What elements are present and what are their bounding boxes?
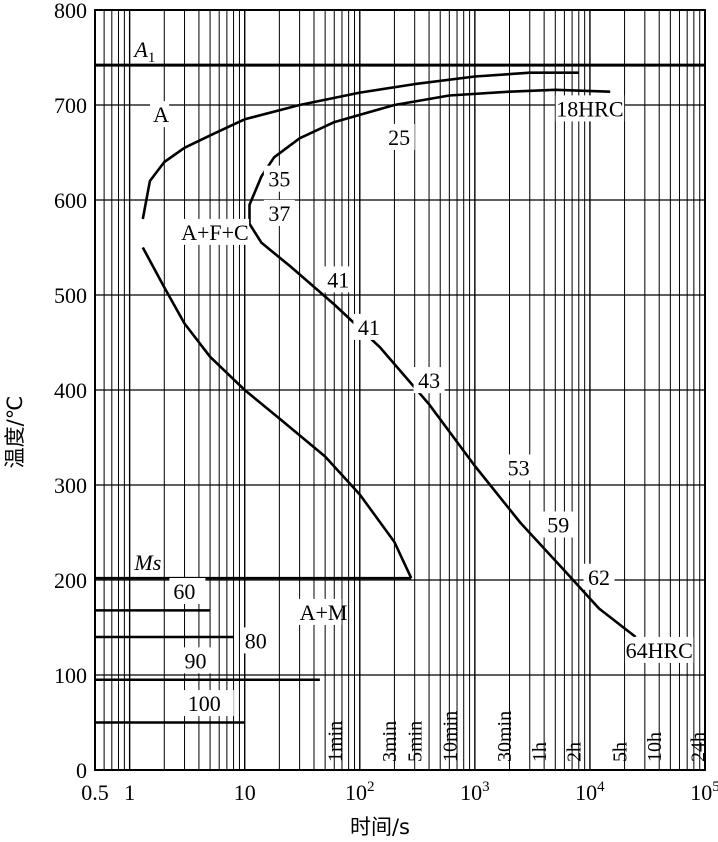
x-axis-title: 时间/s: [350, 815, 410, 839]
hardness-label-bg: [555, 95, 625, 122]
y-tick-label: 300: [54, 473, 87, 498]
hardness-label: 41: [327, 267, 349, 292]
a1-subscript: 1: [148, 50, 156, 66]
time-mark-label: 10h: [644, 732, 666, 762]
hardness-label-bg: [624, 636, 694, 663]
hardness-label-bg: [383, 123, 415, 150]
quench-label-bg: [180, 647, 217, 674]
time-mark-label: 10min: [439, 711, 461, 762]
hardness-label-bg: [542, 511, 574, 538]
time-mark-label: 24h: [688, 732, 710, 762]
y-tick-label: 0: [76, 758, 87, 783]
x-tick-exponent: 4: [597, 779, 605, 795]
y-tick-label: 700: [54, 93, 87, 118]
hardness-label: 43: [418, 368, 440, 393]
x-tick-label: 103: [460, 779, 490, 805]
hardness-label: 53: [508, 456, 530, 481]
hardness-label-bg: [353, 313, 385, 340]
quench-label: 100: [188, 691, 221, 716]
region-label-bg: [178, 218, 250, 245]
region-label: A: [153, 102, 169, 127]
quench-label: 90: [185, 648, 207, 673]
quench-label: 60: [173, 579, 195, 604]
y-tick-label: 200: [54, 568, 87, 593]
y-tick-label: 600: [54, 188, 87, 213]
hardness-label: 25: [388, 125, 410, 150]
hardness-label-bg: [322, 266, 354, 293]
hardness-label: 62: [588, 565, 610, 590]
y-axis-title: 温度/℃: [3, 396, 27, 469]
hardness-label-bg: [583, 563, 615, 590]
hardness-label: 37: [268, 201, 290, 226]
quench-label-bg: [240, 627, 277, 654]
x-tick-exponent: 2: [367, 779, 375, 795]
label-layer: 0 100 200 300 400 500 600 700 800 0.5 1 10 102 103 104…: [54, 0, 718, 805]
time-mark-label: 30min: [494, 711, 516, 762]
time-mark-label: 3min: [379, 721, 401, 762]
hardness-label-bg: [263, 199, 295, 226]
y-tick-label: 500: [54, 283, 87, 308]
x-tick-label: 10: [234, 780, 256, 805]
hardness-label: 41: [358, 315, 380, 340]
time-mark-label: 5min: [405, 721, 427, 762]
time-mark-label: 1min: [324, 721, 346, 762]
hardness-label: 59: [547, 513, 569, 538]
time-mark-label: 5h: [609, 742, 631, 762]
y-tick-label: 800: [54, 0, 87, 23]
region-label: A+M: [300, 600, 348, 625]
ms-label: Ms: [133, 550, 161, 575]
x-tick-label: 102: [345, 779, 375, 805]
quench-label-bg: [183, 690, 234, 717]
x-tick-label: 1: [124, 780, 135, 805]
hardness-label-bg: [503, 454, 535, 481]
a1-label: A1: [132, 37, 155, 66]
region-label: A+F+C: [181, 220, 249, 245]
series-layer: [95, 63, 705, 724]
time-mark-label: 2h: [564, 742, 586, 762]
grid-layer: [94, 9, 706, 771]
hardness-label-bg: [263, 165, 295, 192]
x-tick-label: 0.5: [81, 780, 109, 805]
y-tick-label: 100: [54, 663, 87, 688]
x-tick-exponent: 5: [712, 779, 718, 795]
curve-ferrite-pearlite-start: [141, 71, 579, 220]
region-label-bg: [296, 598, 342, 625]
region-label-bg: [150, 101, 170, 128]
x-tick-label: 104: [575, 779, 605, 805]
x-tick-exponent: 3: [482, 779, 490, 795]
x-tick-label: 105: [690, 779, 718, 805]
hardness-label: 18HRC: [556, 96, 623, 121]
hardness-label: 35: [268, 167, 290, 192]
curve-pearlite-finish: [248, 88, 637, 639]
y-tick-label: 400: [54, 378, 87, 403]
quench-label: 80: [245, 628, 267, 653]
hardness-label: 64HRC: [626, 638, 693, 663]
curve-bainite-start: [141, 246, 413, 579]
hardness-label-bg: [413, 367, 445, 394]
time-mark-label: 1h: [529, 742, 551, 762]
quench-label-bg: [169, 578, 206, 604]
